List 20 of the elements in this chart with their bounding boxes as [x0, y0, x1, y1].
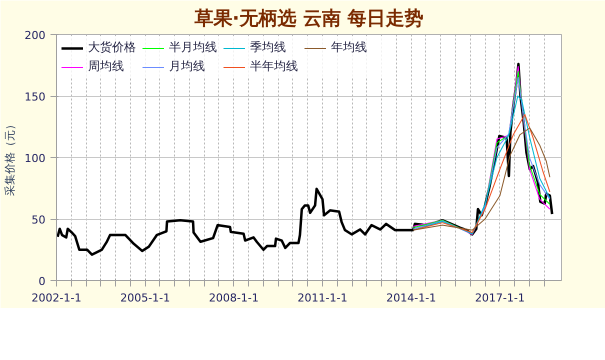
legend-label: 季均线: [250, 39, 287, 56]
y-tick-label: 200: [24, 29, 46, 42]
x-tick-label: 2002-1-1: [32, 292, 82, 304]
y-tick-label: 50: [32, 214, 46, 226]
y-tick-label: 100: [24, 152, 46, 165]
y-tick-label: 0: [38, 275, 46, 288]
legend-label: 月均线: [169, 58, 206, 75]
legend-label: 半月均线: [169, 39, 218, 56]
x-tick-label: 2008-1-1: [208, 292, 259, 304]
legend-label: 周均线: [88, 58, 125, 75]
x-tick-label: 2011-1-1: [298, 292, 348, 304]
legend-label: 年均线: [331, 39, 368, 56]
x-tick-label: 2005-1-1: [120, 292, 170, 304]
legend-label: 半年均线: [250, 58, 299, 75]
y-tick-label: 150: [24, 90, 46, 104]
chart-title: 草果·无柄选 云南 每日走势: [193, 8, 424, 30]
x-tick-label: 2014-1-1: [386, 292, 436, 304]
x-tick-label: 2017-1-1: [474, 292, 525, 304]
y-axis-title: 采集价格（元）: [4, 119, 17, 196]
legend-label: 大货价格: [88, 39, 137, 56]
